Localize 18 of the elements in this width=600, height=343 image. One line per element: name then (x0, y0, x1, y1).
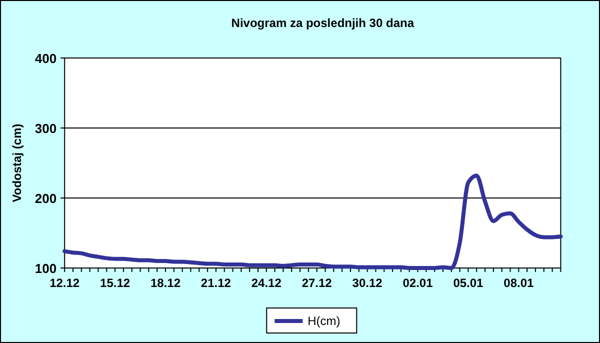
x-tick-label: 21.12 (200, 276, 232, 290)
legend-label: H(cm) (308, 314, 340, 328)
x-tick-label: 15.12 (100, 276, 130, 290)
x-tick-label: 08.01 (504, 276, 534, 290)
x-tick-label: 05.01 (453, 276, 484, 290)
x-tick-label: 24.12 (251, 276, 282, 290)
x-tick-label: 02.01 (402, 276, 434, 290)
line-series (62, 174, 563, 270)
x-tick-label: 12.12 (50, 276, 80, 290)
chart-title: Nivogram za poslednjih 30 dana (231, 16, 414, 30)
y-tick-label: 100 (34, 261, 57, 276)
y-tick-label: 300 (34, 121, 57, 136)
x-tick-label: 30.12 (352, 276, 383, 290)
x-tick-label: 27.12 (302, 276, 332, 290)
y-tick-label: 400 (34, 51, 57, 66)
y-axis-title: Vodostaj (cm) (10, 124, 24, 202)
x-tick-label: 18.12 (150, 276, 181, 290)
y-tick-label: 200 (34, 191, 57, 206)
